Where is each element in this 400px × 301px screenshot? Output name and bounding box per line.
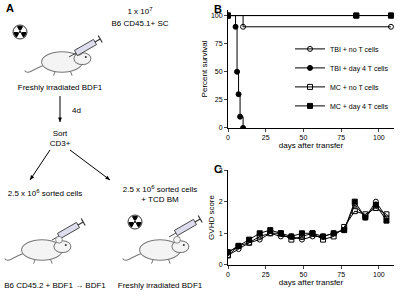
svg-text:Sort: Sort xyxy=(53,129,68,138)
svg-text:CD3+: CD3+ xyxy=(50,139,71,148)
svg-text:1 x 107: 1 x 107 xyxy=(127,6,153,16)
svg-text:50: 50 xyxy=(215,68,223,75)
svg-text:days after transfer: days after transfer xyxy=(279,141,344,150)
svg-text:TBI + day 4 T cells: TBI + day 4 T cells xyxy=(330,65,388,73)
svg-text:B6 CD45.1+ SC: B6 CD45.1+ SC xyxy=(111,19,168,28)
svg-text:+ TCD BM: + TCD BM xyxy=(141,195,179,204)
svg-text:TBI + no T cells: TBI + no T cells xyxy=(330,46,379,53)
svg-text:75: 75 xyxy=(337,134,345,141)
svg-text:25: 25 xyxy=(262,134,270,141)
svg-text:MC + no T cells: MC + no T cells xyxy=(330,84,379,91)
svg-text:Percent survival: Percent survival xyxy=(200,40,209,97)
svg-text:B6 CD45.2 + BDF1 → BDF1: B6 CD45.2 + BDF1 → BDF1 xyxy=(4,281,106,290)
svg-text:100: 100 xyxy=(373,271,385,278)
svg-text:25: 25 xyxy=(262,271,270,278)
svg-text:days after transfer: days after transfer xyxy=(279,278,344,287)
svg-text:GVHD score: GVHD score xyxy=(207,194,216,239)
svg-text:50: 50 xyxy=(300,134,308,141)
svg-text:50: 50 xyxy=(300,271,308,278)
svg-text:0: 0 xyxy=(226,134,230,141)
svg-text:100: 100 xyxy=(373,134,385,141)
svg-text:75: 75 xyxy=(215,40,223,47)
svg-text:B: B xyxy=(214,3,222,15)
svg-text:Freshly irradiated BDF1: Freshly irradiated BDF1 xyxy=(118,281,203,290)
svg-text:C: C xyxy=(214,163,222,175)
svg-text:100: 100 xyxy=(211,12,223,19)
svg-text:75: 75 xyxy=(337,271,345,278)
svg-text:4d: 4d xyxy=(72,106,81,115)
svg-text:0: 0 xyxy=(219,124,223,131)
svg-text:3: 3 xyxy=(219,167,223,174)
svg-text:1: 1 xyxy=(219,230,223,237)
svg-text:MC + day 4 T cells: MC + day 4 T cells xyxy=(330,103,388,111)
svg-text:0: 0 xyxy=(219,261,223,268)
svg-text:A: A xyxy=(6,2,14,14)
svg-text:Freshly irradiated BDF1: Freshly irradiated BDF1 xyxy=(18,83,103,92)
svg-text:2: 2 xyxy=(219,198,223,205)
svg-text:0: 0 xyxy=(226,271,230,278)
svg-text:2.5 x 106 sorted cells: 2.5 x 106 sorted cells xyxy=(123,184,198,194)
svg-text:25: 25 xyxy=(215,96,223,103)
svg-text:2.5 x 106 sorted cells: 2.5 x 106 sorted cells xyxy=(8,188,83,198)
